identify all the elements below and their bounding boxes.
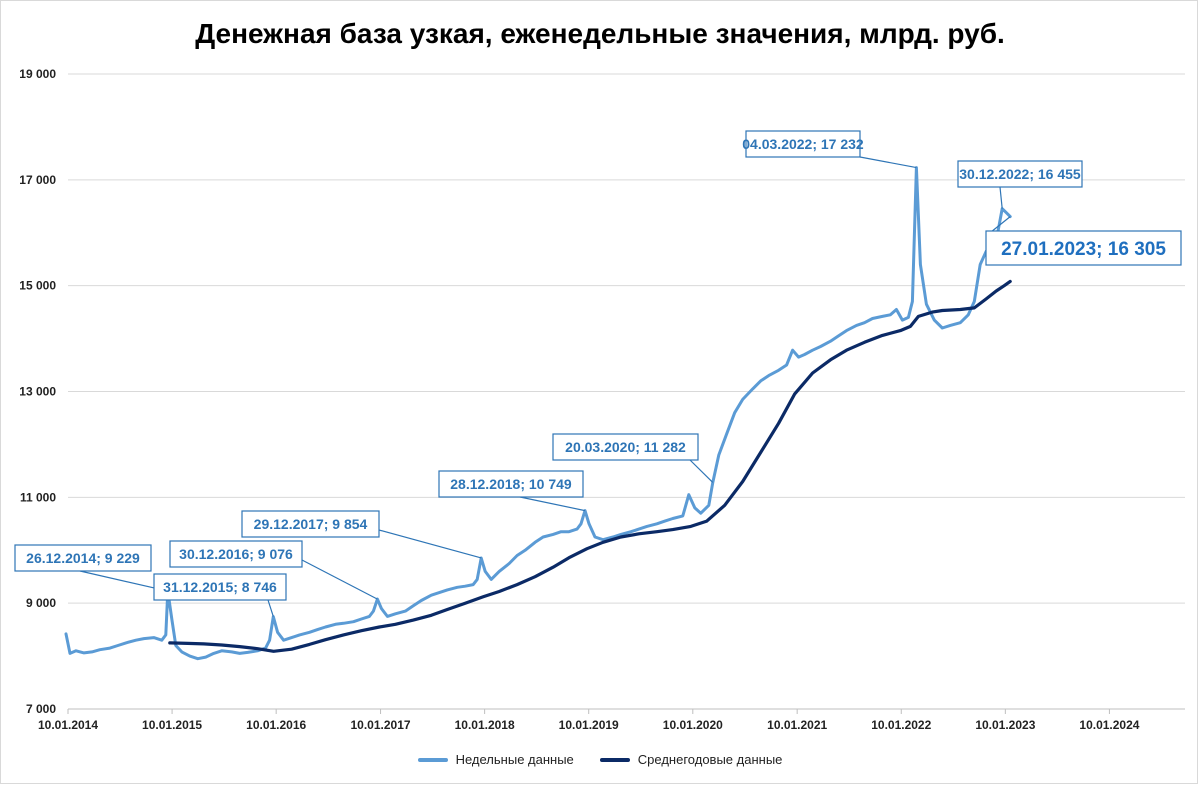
- y-tick-label: 15 000: [19, 279, 56, 293]
- legend-swatch-annual: [599, 757, 630, 762]
- x-tick-label: 10.01.2017: [351, 718, 411, 732]
- annotation-label: 26.12.2014; 9 229: [26, 550, 140, 566]
- x-tick-label: 10.01.2014: [38, 718, 98, 732]
- annotation-box: [169, 540, 303, 568]
- x-tick-label: 10.01.2023: [975, 718, 1035, 732]
- annotation-leader-line: [519, 496, 586, 512]
- annotation-label: 20.03.2020; 11 282: [565, 439, 686, 455]
- legend-label-annual: Среднегодовые данные: [637, 752, 783, 767]
- annotation-leader-line: [267, 599, 274, 617]
- chart-title: Денежная база узкая, еженедельные значен…: [195, 18, 1005, 49]
- annotation-label: 31.12.2015; 8 746: [163, 579, 277, 595]
- annotation-box: [957, 160, 1083, 188]
- annotation-label: 30.12.2016; 9 076: [179, 546, 293, 562]
- y-tick-label: 9 000: [26, 596, 56, 610]
- annotation-box: [153, 573, 287, 601]
- x-tick-label: 10.01.2022: [871, 718, 931, 732]
- x-tick-label: 10.01.2015: [142, 718, 202, 732]
- x-tick-label: 10.01.2019: [559, 718, 619, 732]
- y-tick-label: 13 000: [19, 385, 56, 399]
- y-tick-label: 17 000: [19, 173, 56, 187]
- annotation-leader-line: [859, 156, 917, 169]
- series-line-weekly: [64, 166, 1012, 661]
- x-tick-label: 10.01.2020: [663, 718, 723, 732]
- annotation-label: 28.12.2018; 10 749: [450, 476, 572, 492]
- y-tick-label: 11 000: [20, 490, 56, 504]
- legend-item-annual: Среднегодовые данные: [599, 752, 783, 767]
- annotation-box: [745, 130, 861, 158]
- annotation-leader-line: [378, 529, 482, 559]
- annotation-label: 29.12.2017; 9 854: [254, 516, 368, 532]
- legend: Недельные данные Среднегодовые данные: [0, 752, 1200, 767]
- annotation-leader-line: [301, 559, 378, 600]
- annotation-box: [552, 433, 699, 461]
- annotation-leader-line: [79, 570, 168, 592]
- y-tick-label: 7 000: [26, 702, 56, 716]
- x-tick-label: 10.01.2016: [246, 718, 306, 732]
- series-line-annual: [168, 279, 1012, 653]
- legend-swatch-weekly: [417, 757, 448, 762]
- annotation-box: [14, 544, 152, 572]
- annotation-label: 30.12.2022; 16 455: [959, 166, 1081, 182]
- annotation-leader-line: [689, 459, 714, 483]
- annotation-label: 27.01.2023; 16 305: [1001, 239, 1166, 260]
- annotation-box: [241, 510, 380, 538]
- annotation-label: 04.03.2022; 17 232: [742, 136, 864, 152]
- legend-item-weekly: Недельные данные: [417, 752, 574, 767]
- x-tick-label: 10.01.2021: [767, 718, 827, 732]
- x-tick-label: 10.01.2024: [1079, 718, 1139, 732]
- annotation-box: [985, 230, 1182, 266]
- annotation-leader-line: [999, 186, 1003, 209]
- legend-label-weekly: Недельные данные: [455, 752, 574, 767]
- y-tick-label: 19 000: [19, 67, 56, 81]
- annotation-box: [438, 470, 584, 498]
- x-tick-label: 10.01.2018: [455, 718, 515, 732]
